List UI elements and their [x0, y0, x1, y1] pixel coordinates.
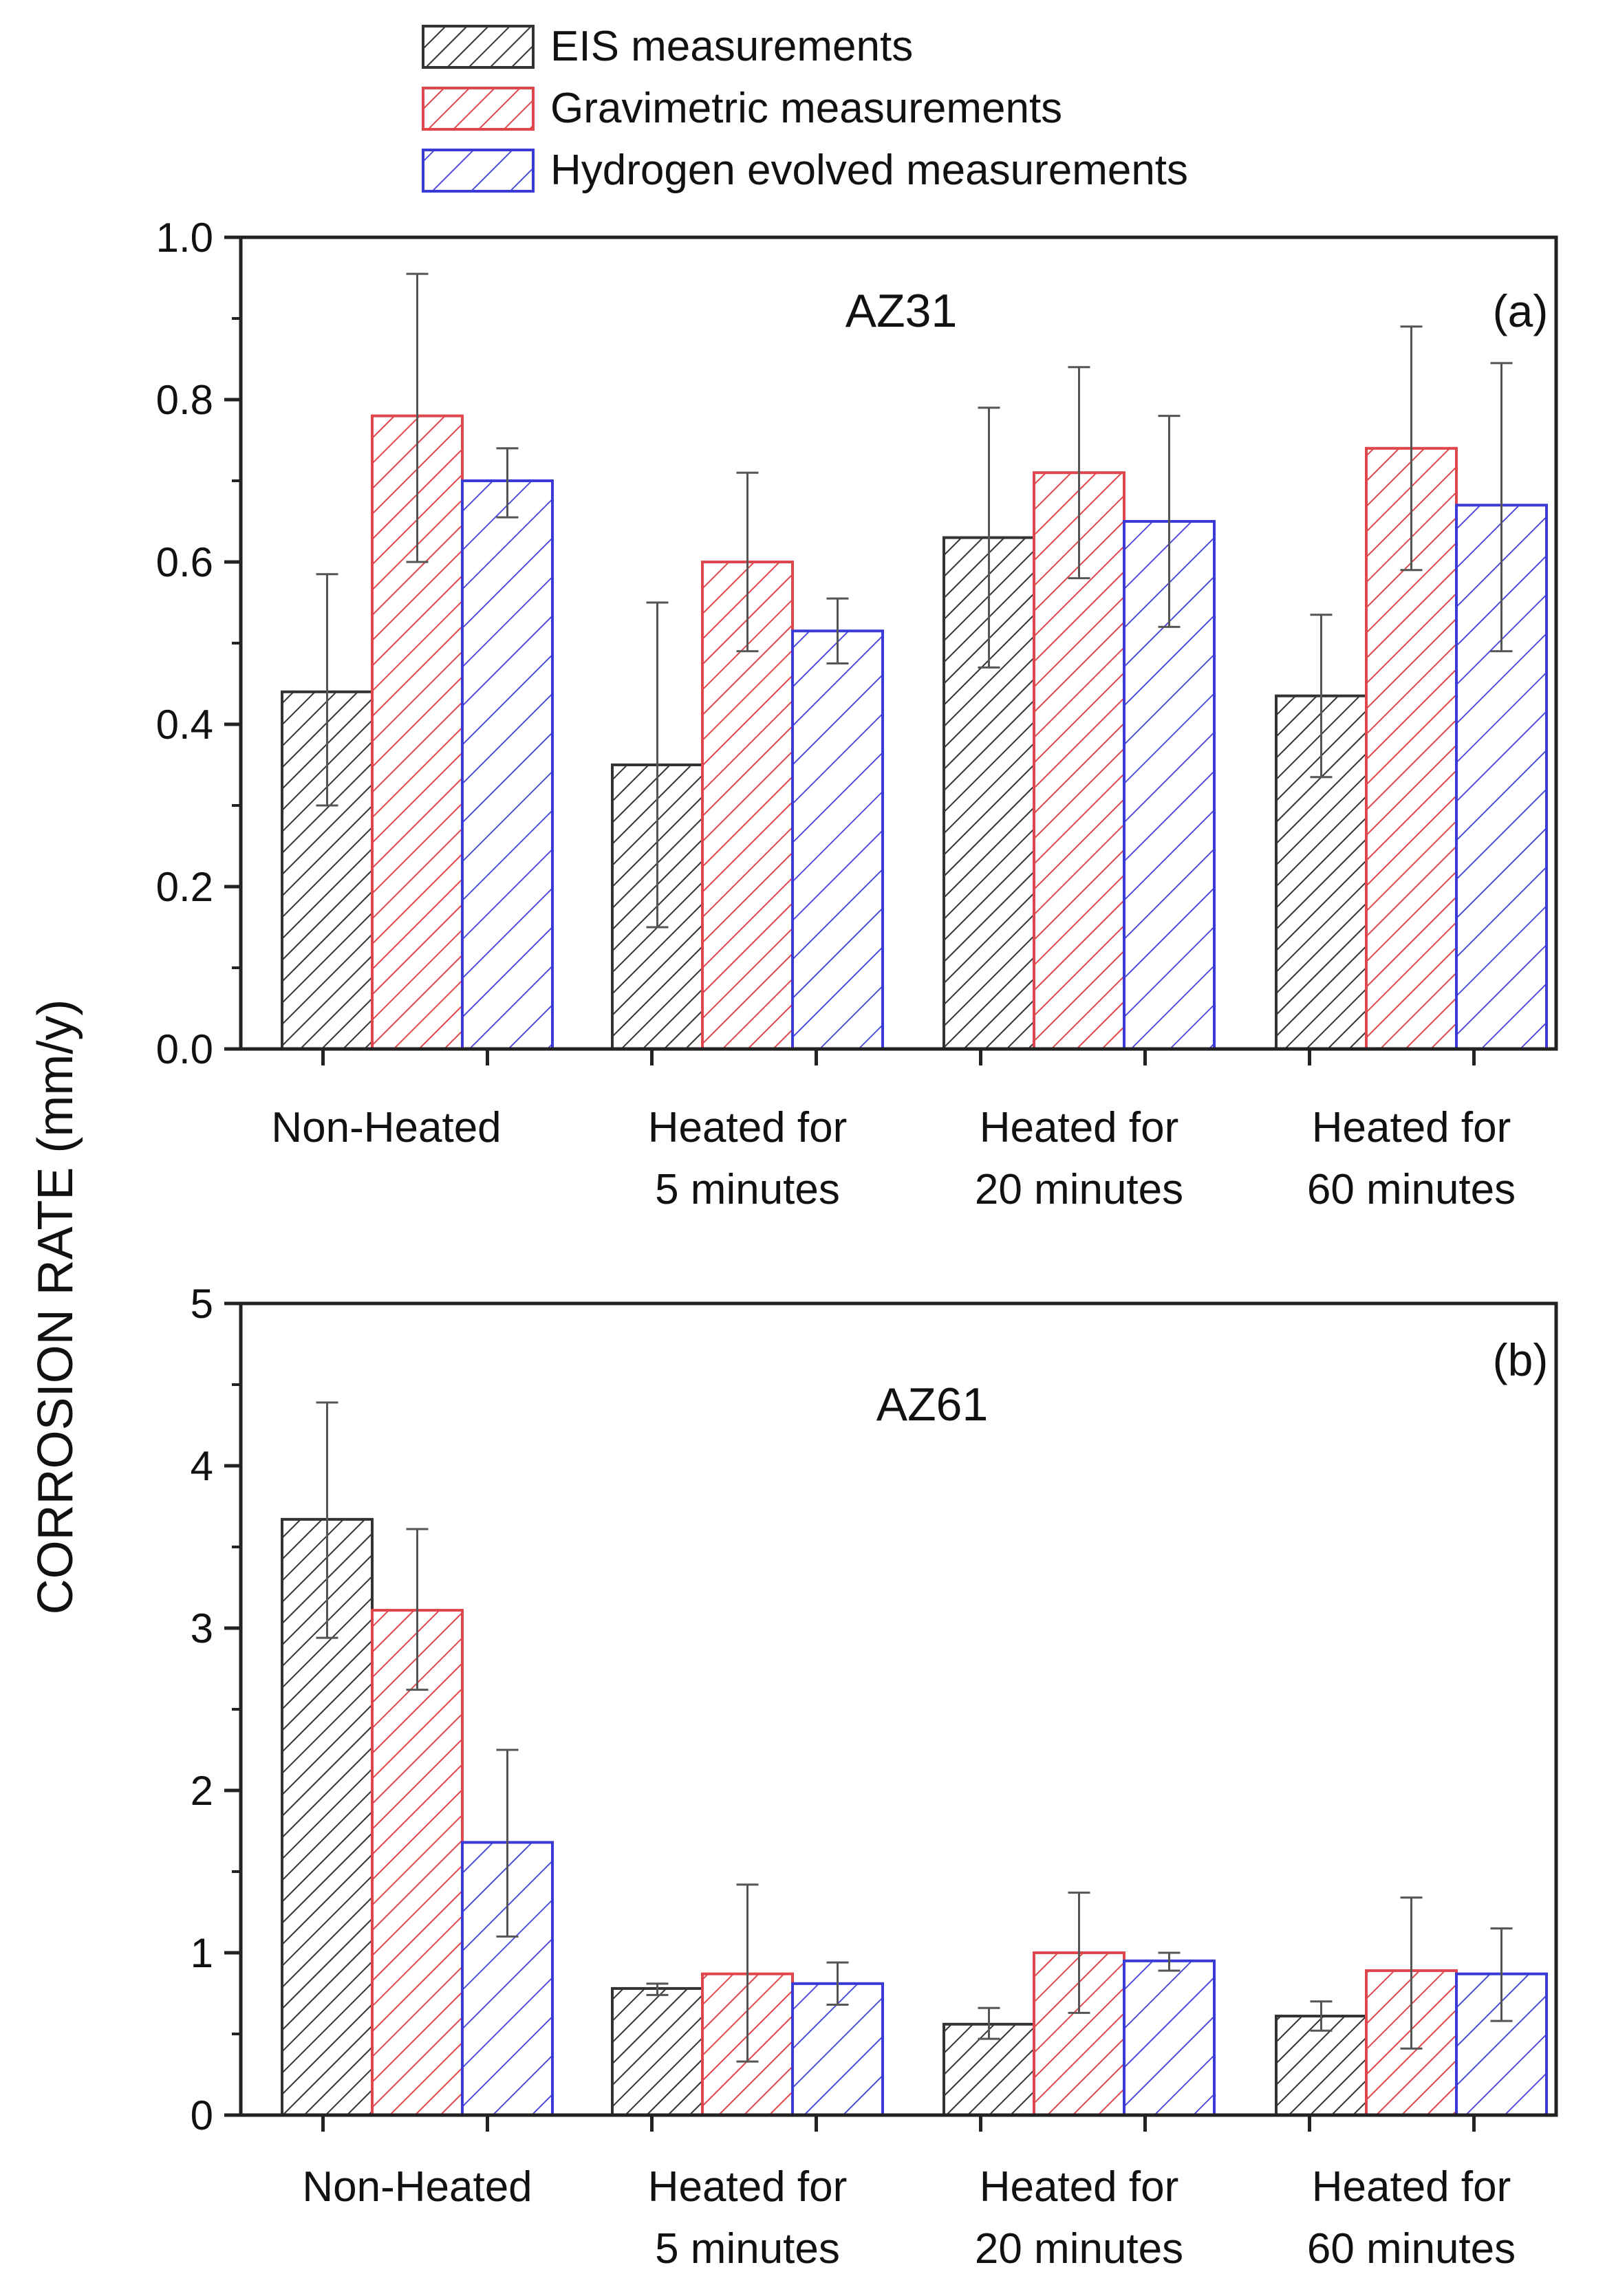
y-tick-label-a-0: 0.0 [156, 1026, 213, 1072]
legend-entry-hydrogen: Hydrogen evolved measurements [422, 147, 1188, 194]
y-tick-label-a-5: 1.0 [156, 215, 213, 261]
legend-label-gravimetric: Gravimetric measurements [550, 85, 1062, 132]
legend-swatch-hydrogen [422, 149, 535, 193]
category-label-a-2-1: 20 minutes [975, 1166, 1183, 1213]
category-label-b-1-1: 5 minutes [655, 2225, 840, 2273]
bar-a-hydrogen-0 [461, 479, 554, 1050]
category-label-b-1-0: Heated for [648, 2163, 848, 2211]
y-tick-label-b-5: 5 [191, 1281, 213, 1327]
legend-entry-eis: EIS measurements [422, 23, 913, 70]
y-axis-label: CORROSION RATE (mm/y) [28, 999, 83, 1615]
category-label-a-2-0: Heated for [980, 1104, 1179, 1151]
category-label-b-3-0: Heated for [1312, 2163, 1511, 2211]
y-tick-label-b-4: 4 [191, 1443, 213, 1489]
category-label-b-2-0: Heated for [980, 2163, 1179, 2211]
bar-b-eis-1 [611, 1986, 704, 2116]
y-tick-label-a-2: 0.4 [156, 702, 213, 748]
category-label-a-3-1: 60 minutes [1307, 1166, 1516, 1213]
legend-label-hydrogen: Hydrogen evolved measurements [550, 147, 1188, 194]
y-tick-label-b-1: 1 [191, 1930, 213, 1976]
category-label-a-0-0: Non-Heated [271, 1104, 501, 1151]
chart-title-b: AZ61 [876, 1378, 989, 1431]
panel-a-az31: 0.0 0.2 0.4 0.6 0.8 1.0 Non-Heated Heated for 5 … [156, 215, 1558, 1213]
y-tick-label-a-4: 0.8 [156, 377, 213, 423]
panel-label-b: (b) [1493, 1334, 1549, 1385]
category-label-b-2-1: 20 minutes [975, 2225, 1183, 2273]
panel-label-a: (a) [1493, 285, 1549, 336]
y-tick-label-a-3: 0.6 [156, 539, 213, 585]
category-label-a-1-0: Heated for [648, 1104, 848, 1151]
category-label-a-3-0: Heated for [1312, 1104, 1511, 1151]
bar-b-gravimetric-0 [371, 1609, 464, 2117]
y-tick-label-b-2: 2 [191, 1768, 213, 1814]
legend: EIS measurements Gravimetric measurement… [422, 23, 1188, 194]
legend-label-eis: EIS measurements [550, 23, 913, 70]
y-tick-label-b-3: 3 [191, 1605, 213, 1651]
bar-b-hydrogen-2 [1123, 1959, 1216, 2117]
legend-swatch-gravimetric [422, 87, 535, 131]
chart-title-a: AZ31 [845, 285, 958, 337]
category-label-b-0-0: Non-Heated [302, 2163, 532, 2211]
y-tick-label-b-0: 0 [191, 2092, 213, 2138]
y-tick-label-a-1: 0.2 [156, 864, 213, 910]
category-label-b-3-1: 60 minutes [1307, 2225, 1516, 2273]
panel-b-az61: 0 1 2 3 4 5 Non-Heated Heated for 5 minutes Heate… [191, 1281, 1558, 2273]
legend-swatch-eis [422, 25, 535, 69]
legend-entry-gravimetric: Gravimetric measurements [422, 85, 1062, 132]
category-label-a-1-1: 5 minutes [655, 1166, 840, 1213]
bar-a-hydrogen-1 [791, 629, 884, 1050]
